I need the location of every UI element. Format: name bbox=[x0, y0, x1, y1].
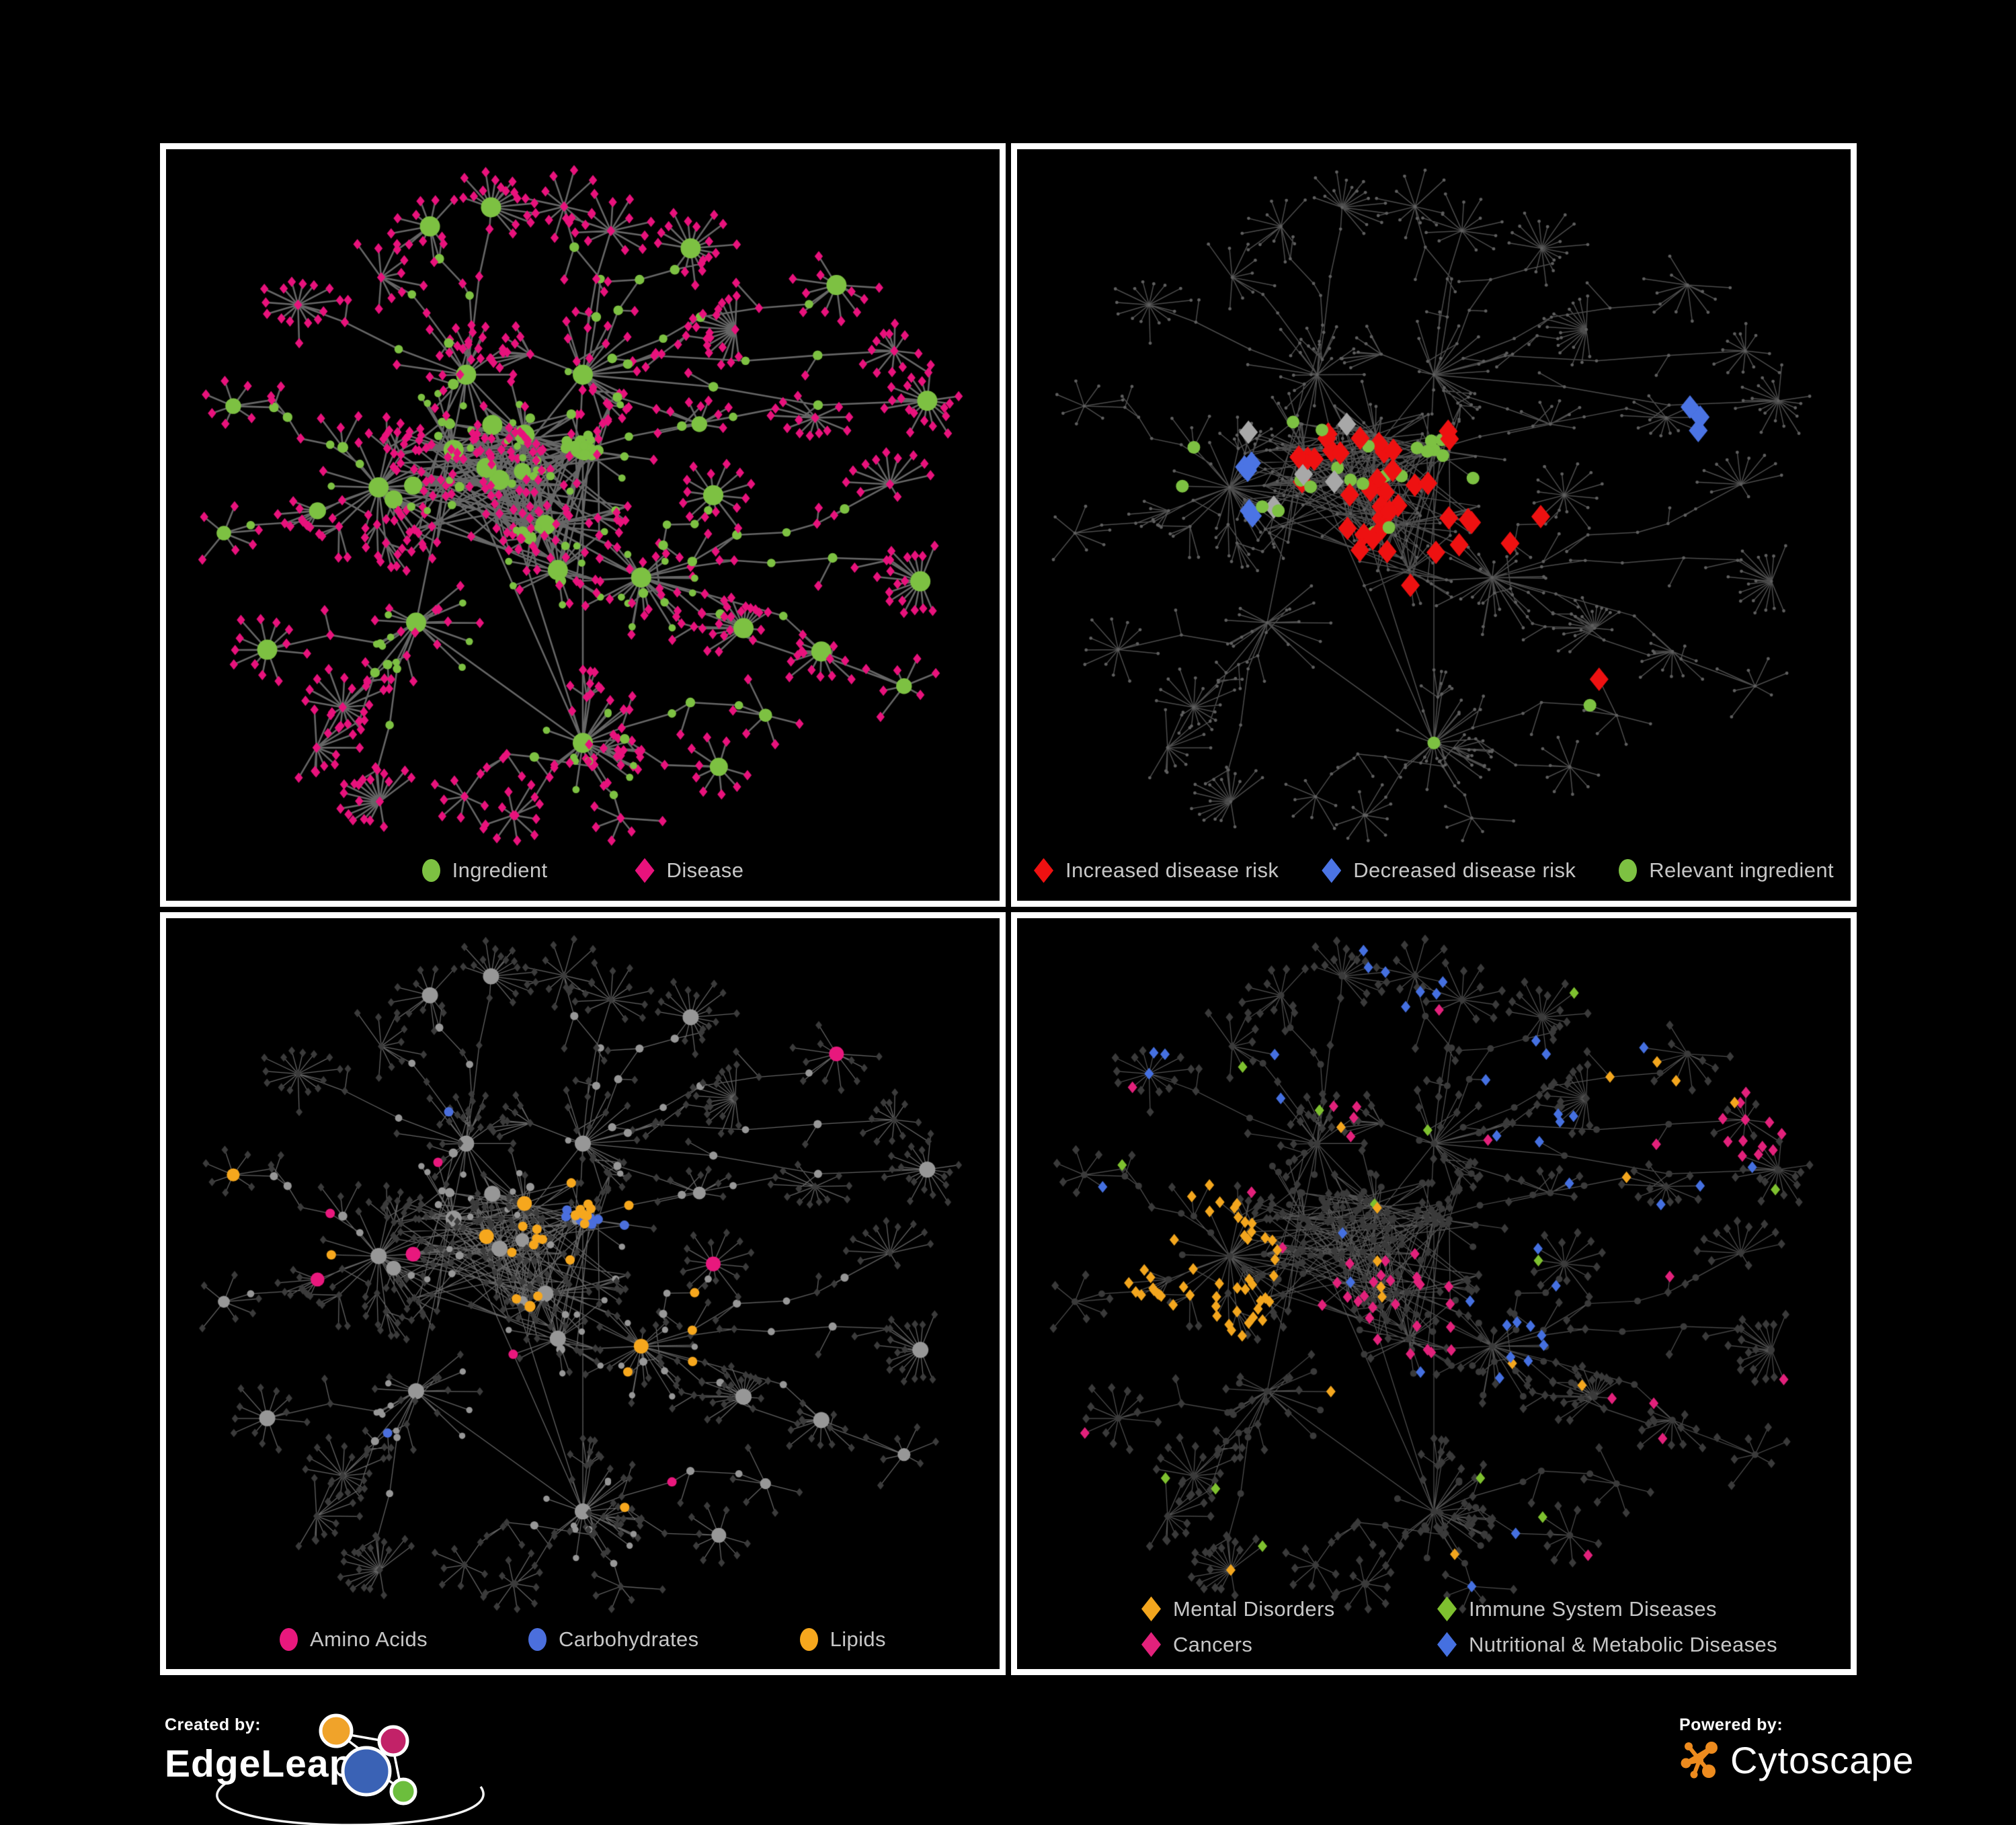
amino-acids-ellipse-icon bbox=[280, 1628, 298, 1651]
legend-label: Increased disease risk bbox=[1065, 858, 1279, 882]
cytoscape-logo-icon bbox=[1681, 1742, 1718, 1779]
legend-label: Relevant ingredient bbox=[1649, 858, 1834, 882]
legend-label: Cancers bbox=[1173, 1632, 1253, 1656]
legend-label: Decreased disease risk bbox=[1353, 858, 1576, 882]
panel-nutrient-classes: Amino Acids Carbohydrates Lipids bbox=[160, 911, 1006, 1675]
legend-item: Cancers bbox=[1141, 1632, 1437, 1657]
legend-nutrient-classes: Amino Acids Carbohydrates Lipids bbox=[166, 1627, 1000, 1652]
legend-item: Decreased disease risk bbox=[1322, 858, 1576, 883]
powered-by-label: Powered by: bbox=[1679, 1715, 1783, 1734]
cancers-diamond-icon bbox=[1141, 1632, 1161, 1657]
legend-item: Ingredient bbox=[421, 858, 548, 883]
legend-item: Increased disease risk bbox=[1034, 858, 1279, 883]
carbohydrates-ellipse-icon bbox=[528, 1628, 547, 1651]
legend-label: Disease bbox=[666, 858, 744, 882]
legend-label: Nutritional & Metabolic Diseases bbox=[1469, 1632, 1778, 1656]
legend-item: Disease bbox=[635, 858, 744, 883]
legend-label: Immune System Diseases bbox=[1469, 1596, 1717, 1621]
ingredient-disease-network-canvas bbox=[166, 149, 1000, 901]
disease-diamond-icon bbox=[635, 858, 655, 883]
legend-ingredient-disease: Ingredient Disease bbox=[166, 858, 1000, 883]
powered-by-block: Powered by: Cytoscape bbox=[1679, 1715, 1988, 1816]
legend-label: Lipids bbox=[830, 1627, 886, 1651]
legend-disease-risk: Increased disease risk Decreased disease… bbox=[1017, 858, 1851, 883]
panel-ingredient-disease: Ingredient Disease bbox=[160, 143, 1006, 907]
immune-diseases-diamond-icon bbox=[1437, 1596, 1457, 1621]
decreased-risk-diamond-icon bbox=[1322, 858, 1342, 883]
panel-disease-risk: Increased disease risk Decreased disease… bbox=[1011, 143, 1857, 907]
created-by-label: Created by: bbox=[165, 1715, 261, 1734]
legend-item: Nutritional & Metabolic Diseases bbox=[1437, 1632, 1777, 1657]
legend-item: Immune System Diseases bbox=[1437, 1596, 1777, 1621]
legend-item: Relevant ingredient bbox=[1619, 858, 1834, 883]
mental-disorders-diamond-icon bbox=[1141, 1596, 1161, 1621]
lipids-ellipse-icon bbox=[799, 1628, 818, 1651]
cytoscape-wordmark: Cytoscape bbox=[1730, 1738, 1914, 1781]
legend-label: Amino Acids bbox=[310, 1627, 428, 1651]
panel-grid: Ingredient Disease Increased disease ris… bbox=[160, 143, 1857, 1675]
legend-item: Carbohydrates bbox=[528, 1627, 699, 1652]
legend-item: Mental Disorders bbox=[1141, 1596, 1437, 1621]
legend-label: Ingredient bbox=[452, 858, 548, 882]
disease-risk-network-canvas bbox=[1017, 149, 1851, 901]
panel-disease-classes: Mental Disorders Immune System Diseases … bbox=[1011, 911, 1857, 1675]
nutritional-metabolic-diamond-icon bbox=[1437, 1632, 1457, 1657]
relevant-ingredient-ellipse-icon bbox=[1619, 859, 1638, 882]
ingredient-ellipse-icon bbox=[421, 859, 440, 882]
nutrient-class-network-canvas bbox=[166, 918, 1000, 1669]
legend-label: Carbohydrates bbox=[559, 1627, 699, 1651]
legend-item: Lipids bbox=[799, 1627, 886, 1652]
increased-risk-diamond-icon bbox=[1034, 858, 1054, 883]
legend-item: Amino Acids bbox=[280, 1627, 428, 1652]
edgeleap-wordmark: EdgeLeap bbox=[165, 1742, 354, 1785]
disease-class-network-canvas bbox=[1017, 918, 1851, 1669]
created-by-block: Created by: EdgeLeap bbox=[165, 1713, 555, 1825]
legend-label: Mental Disorders bbox=[1173, 1596, 1335, 1621]
legend-disease-classes: Mental Disorders Immune System Diseases … bbox=[1017, 1596, 1851, 1657]
powered-by-row: Cytoscape bbox=[1679, 1738, 1988, 1782]
